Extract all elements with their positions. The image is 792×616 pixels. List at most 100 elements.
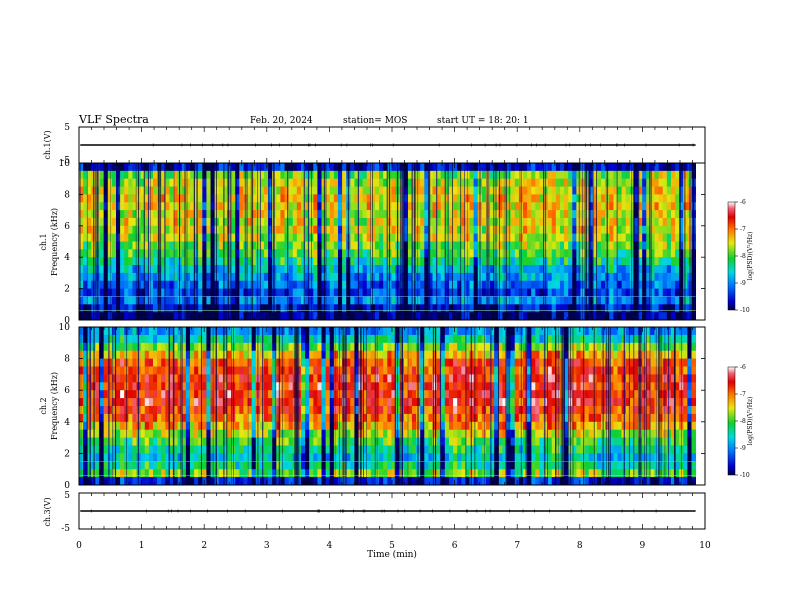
spectrogram-cell [322,289,327,297]
spectrogram-cell [157,382,162,390]
spectrogram-cell [285,390,290,398]
spectrogram-cell [671,312,676,320]
spectrogram-cell [161,469,166,477]
spectrogram-cell [330,359,335,367]
spectrogram-cell [568,312,573,320]
spectrogram-cell [211,194,216,202]
spectrogram-cell [338,296,343,304]
spectrogram-cell [252,374,257,382]
spectrogram-cell [618,281,623,289]
spectrogram-cell [350,382,355,390]
spectrogram-cell [132,367,137,375]
spectrogram-cell [474,163,479,171]
spectrogram-cell [276,327,281,335]
spectrogram-cell [556,187,561,195]
spectrogram-cell [264,312,269,320]
spectrogram-cell [301,367,306,375]
spectrogram-cell [568,202,573,210]
spectrogram-cell [581,187,586,195]
spectrogram-cell [642,163,647,171]
spectrogram-cell [202,234,207,242]
spectrogram-cell [470,312,475,320]
spectrogram-cell [243,477,248,485]
spectrogram-cell [104,289,109,297]
spectrogram-cell [383,446,388,454]
spectrogram-cell [507,194,512,202]
spectrogram-cell [359,202,364,210]
spectrogram-cell [157,453,162,461]
spectrogram-cell [313,359,318,367]
spectrogram-cell [642,242,647,250]
spectrogram-cell [120,234,125,242]
spectrogram-cell [470,249,475,257]
spectrogram-cell [165,202,170,210]
spectrogram-cell [342,218,347,226]
spectrogram-cell [350,210,355,218]
spectrogram-cell [227,438,232,446]
spectrogram-cell [322,430,327,438]
spectrogram-cell [634,273,639,281]
spectrogram-cell [285,382,290,390]
spectrogram-cell [367,359,372,367]
spectrogram-cell [556,296,561,304]
spectrogram-cell [420,257,425,265]
spectrogram-cell [149,477,154,485]
spectrogram-cell [182,194,187,202]
spectrogram-cell [215,242,220,250]
spectrogram-cell [317,257,322,265]
spectrogram-cell [334,438,339,446]
spectrogram-cell [289,187,294,195]
spectrogram-cell [342,242,347,250]
spectrogram-cell [149,171,154,179]
spectrogram-cell [330,296,335,304]
spectrogram-cell [128,179,133,187]
spectrogram-cell [400,351,405,359]
spectrogram-cell [531,187,536,195]
spectrogram-cell [576,202,581,210]
spectrogram-cell [322,461,327,469]
spectrogram-cell [338,257,343,265]
spectrogram-cell [285,202,290,210]
spectrogram-cell [441,249,446,257]
spectrogram-cell [420,210,425,218]
spectrogram-cell [548,265,553,273]
spectrogram-cell [100,265,105,273]
spectrogram-cell [601,218,606,226]
spectrogram-cell [104,359,109,367]
spectrogram-cell [243,414,248,422]
spectrogram-cell [568,210,573,218]
spectrogram-cell [227,382,232,390]
spectrogram-cell [400,398,405,406]
spectrogram-cell [206,304,211,312]
spectrogram-cell [379,202,384,210]
spectrogram-cell [108,273,113,281]
spectrogram-cell [416,226,421,234]
spectrogram-cell [79,390,84,398]
spectrogram-cell [371,257,376,265]
spectrogram-cell [100,249,105,257]
spectrogram-cell [268,359,273,367]
spectrogram-cell [211,312,216,320]
spectrogram-cell [363,273,368,281]
spectrogram-cell [334,265,339,273]
spectrogram-cell [342,171,347,179]
spectrogram-cell [120,446,125,454]
spectrogram-cell [264,469,269,477]
spectrogram-cell [322,234,327,242]
spectrogram-cell [474,312,479,320]
spectrogram-cell [165,163,170,171]
spectrogram-cell [317,359,322,367]
spectrogram-cell [243,398,248,406]
spectrogram-cell [153,398,158,406]
spectrogram-cell [556,265,561,273]
spectrogram-cell [556,163,561,171]
spectrogram-cell [219,281,224,289]
spectrogram-cell [289,398,294,406]
spectrogram-cell [116,414,121,422]
spectrogram-cell [297,242,302,250]
spectrogram-cell [564,218,569,226]
spectrogram-cell [149,438,154,446]
spectrogram-cell [198,359,203,367]
spectrogram-cell [322,194,327,202]
spectrogram-cell [219,335,224,343]
